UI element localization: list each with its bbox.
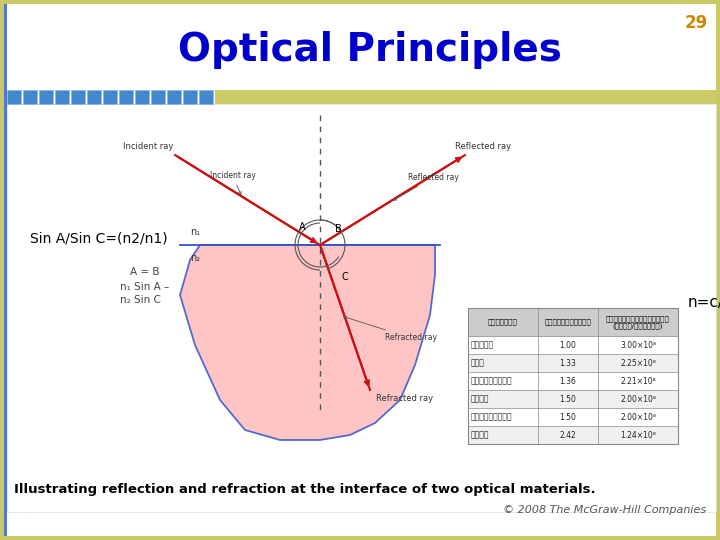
Bar — [7, 4, 716, 90]
Bar — [71, 90, 85, 104]
Text: n₂ Sin C: n₂ Sin C — [120, 295, 161, 305]
Text: 1.36: 1.36 — [559, 376, 577, 386]
Bar — [55, 90, 69, 104]
Bar — [4, 4, 7, 536]
Text: 3.00×10⁸: 3.00×10⁸ — [620, 341, 656, 349]
Bar — [151, 90, 165, 104]
Bar — [167, 90, 181, 104]
Bar — [7, 90, 21, 104]
Text: 2.42: 2.42 — [559, 430, 577, 440]
Bar — [103, 90, 117, 104]
Text: แอลกอฮอล์: แอลกอฮอล์ — [471, 376, 513, 386]
Bar — [7, 104, 716, 512]
Bar — [215, 90, 716, 104]
Bar — [468, 408, 678, 426]
Text: 2.25×10⁸: 2.25×10⁸ — [620, 359, 656, 368]
Text: ดรรชนิดัชน์: ดรรชนิดัชน์ — [544, 319, 591, 325]
Text: Reflected ray: Reflected ray — [455, 142, 511, 151]
Text: Reflected ray: Reflected ray — [394, 173, 459, 200]
Text: Refracted ray: Refracted ray — [343, 316, 437, 342]
Bar — [23, 90, 37, 104]
Text: 1.24×10⁸: 1.24×10⁸ — [620, 430, 656, 440]
Bar — [87, 90, 101, 104]
Text: n=c/v: n=c/v — [688, 294, 720, 309]
Text: n₂: n₂ — [190, 253, 200, 263]
Text: 2.21×10⁸: 2.21×10⁸ — [620, 376, 656, 386]
Text: ตัวกลาง: ตัวกลาง — [488, 319, 518, 325]
Bar — [468, 308, 678, 336]
Bar — [199, 90, 213, 104]
Polygon shape — [180, 245, 435, 440]
Bar — [468, 354, 678, 372]
Text: 1.50: 1.50 — [559, 413, 577, 422]
Text: C: C — [341, 272, 348, 282]
Bar — [468, 308, 678, 444]
Text: น้ำ: น้ำ — [471, 359, 485, 368]
Text: แก้ว: แก้ว — [471, 395, 490, 403]
Bar — [468, 336, 678, 354]
Text: Refracted ray: Refracted ray — [376, 394, 433, 403]
Bar — [468, 390, 678, 408]
Text: Incident ray: Incident ray — [210, 171, 256, 194]
Text: อากาศ: อากาศ — [471, 341, 494, 349]
Text: A = B: A = B — [130, 267, 160, 277]
Text: Optical Principles: Optical Principles — [178, 31, 562, 69]
Text: 2.00×10⁸: 2.00×10⁸ — [620, 395, 656, 403]
Bar — [119, 90, 133, 104]
Bar — [468, 426, 678, 444]
Text: A: A — [299, 222, 305, 232]
Text: B: B — [335, 224, 341, 234]
Text: 1.00: 1.00 — [559, 341, 577, 349]
Text: 1.50: 1.50 — [559, 395, 577, 403]
Text: n₁ Sin A –: n₁ Sin A – — [120, 282, 169, 292]
Bar — [183, 90, 197, 104]
Text: 29: 29 — [685, 14, 708, 32]
Text: 1.33: 1.33 — [559, 359, 577, 368]
Text: Illustrating reflection and refraction at the interface of two optical materials: Illustrating reflection and refraction a… — [14, 483, 595, 496]
Text: Incident ray: Incident ray — [122, 142, 173, 151]
Text: 2.00×10⁸: 2.00×10⁸ — [620, 413, 656, 422]
Bar — [468, 372, 678, 390]
Bar — [135, 90, 149, 104]
Text: Sin A/Sin C=(n2/n1): Sin A/Sin C=(n2/n1) — [30, 231, 168, 245]
Text: © 2008 The McGraw-Hill Companies: © 2008 The McGraw-Hill Companies — [503, 505, 706, 515]
Bar — [39, 90, 53, 104]
Text: เพชร: เพชร — [471, 430, 490, 440]
Text: พลาสติกไล: พลาสติกไล — [471, 413, 513, 422]
Text: n₁: n₁ — [190, 227, 200, 237]
Text: อัตราเร็วของแสง
(เมตร/วินาที): อัตราเร็วของแสง (เมตร/วินาที) — [606, 315, 670, 329]
